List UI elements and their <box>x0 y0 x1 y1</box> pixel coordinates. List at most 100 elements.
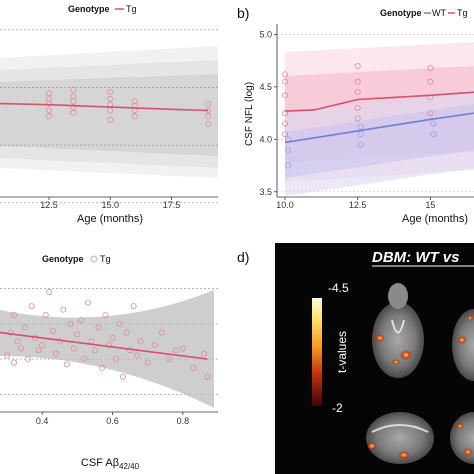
brain-activation-2a <box>457 336 467 344</box>
panel-c-point <box>144 359 151 366</box>
panel-a-point <box>45 95 52 102</box>
brain-slice-axial-2 <box>452 309 474 381</box>
panel-a-x-tick-label: 15.0 <box>101 200 119 210</box>
panel-a-points <box>45 86 212 128</box>
brain-activation-4a <box>456 423 464 429</box>
panel-c-point <box>134 352 141 359</box>
panel-a-inner-band <box>0 74 218 156</box>
panel-b-x-tick-label: 10.0 <box>276 200 294 210</box>
panel-b-line-wt <box>284 112 474 144</box>
panel-c-point <box>35 347 42 354</box>
panel-c-point <box>158 329 165 336</box>
panel-c-fit-line-tg <box>0 331 208 360</box>
panel-c-point <box>106 341 113 348</box>
panel-c-legend-label-tg: Tg <box>100 254 111 264</box>
panel-c-point <box>53 350 60 357</box>
panel-c-point <box>123 329 130 336</box>
panel-d-letter: d) <box>237 249 249 265</box>
panel-b-point-wt <box>357 131 364 138</box>
panel-b-point-tg <box>354 115 361 122</box>
panel-c-point <box>77 317 84 324</box>
panel-b-y-tick-label: 3.5 <box>259 187 272 197</box>
panel-c-point <box>84 299 91 306</box>
panel-c-point <box>137 338 144 345</box>
brain-activation-2b <box>467 315 473 321</box>
brain-slice-axial-1-bulb <box>388 283 408 309</box>
brain-slice-coronal-1 <box>366 412 434 464</box>
panel-c-x-tick-label: 0.8 <box>177 416 190 426</box>
panel-a-point <box>70 93 77 100</box>
panel-c-x-ticks: 0.4 0.6 0.8 <box>36 412 189 426</box>
panel-b-lines <box>284 91 474 144</box>
panel-a-legend-label-tg: Tg <box>126 4 137 14</box>
panel-a-point <box>45 90 52 97</box>
panel-b: b) Genotype WT Tg CSF NFL (log) 5.0 4.5 4.… <box>237 5 474 225</box>
panel-c-lines <box>0 331 208 360</box>
panel-b-y-tick-label: 5.0 <box>259 29 272 39</box>
panel-b-point-wt <box>430 120 437 127</box>
panel-c-point <box>4 352 11 359</box>
panel-b-ylabel: CSF NFL (log) <box>244 82 255 146</box>
panel-c-point <box>18 345 25 352</box>
panel-c-point <box>190 364 197 371</box>
panel-d: d) DBM: WT vs -4.5 -2 <box>237 243 474 474</box>
panel-b-letter: b) <box>237 5 249 21</box>
panel-c-point <box>130 303 137 310</box>
panel-b-x-ticks: 10.0 12.5 15 <box>276 197 435 210</box>
panel-b-point-tg <box>354 78 361 85</box>
panel-b-xlabel: Age (months) <box>402 213 468 225</box>
panel-c-point <box>109 334 116 341</box>
panel-c-x-tick-label: 0.4 <box>36 416 49 426</box>
panel-c-point <box>28 303 35 310</box>
panel-b-point-wt <box>284 146 291 153</box>
panel-a-line-tg <box>0 102 209 112</box>
panel-b-point-wt <box>357 141 364 148</box>
panel-c-point <box>14 338 21 345</box>
panel-b-legend-title: Genotype <box>380 8 422 18</box>
panel-c-point <box>116 320 123 327</box>
panel-c-point <box>39 341 46 348</box>
panel-d-colorbar-max: -4.5 <box>328 281 349 295</box>
panel-a-point <box>205 113 212 120</box>
brain-activation-1c <box>392 359 400 365</box>
panel-a-point <box>70 104 77 111</box>
panel-a-point <box>205 121 212 128</box>
panel-c-point <box>172 347 179 354</box>
panel-b-legend-label-wt: WT <box>432 8 446 18</box>
panel-c-point <box>56 338 63 345</box>
panel-d-colorbar <box>312 298 322 406</box>
panel-c-point <box>49 327 56 334</box>
panel-b-point-tg <box>281 71 288 78</box>
panel-a-point <box>70 109 77 116</box>
panel-c-point <box>200 350 207 357</box>
panel-a-legend-title: Genotype <box>68 4 110 14</box>
panel-b-y-ticks: 5.0 4.5 4.0 3.5 <box>259 29 277 197</box>
brain-slice-axial-1 <box>372 302 424 378</box>
panel-b-point-tg <box>427 78 434 85</box>
panel-b-x-tick-label: 12.5 <box>349 200 367 210</box>
panel-b-point-tg <box>354 104 361 111</box>
panel-b-point-tg <box>281 92 288 99</box>
panel-c-xlabel-main: CSF Aβ <box>81 457 119 469</box>
panel-c-point <box>74 331 81 338</box>
panel-c-legend-key-tg <box>90 255 98 263</box>
panel-d-colorbar-min: -2 <box>332 401 343 415</box>
panel-c-point <box>42 311 49 318</box>
panel-b-legend-label-tg: Tg <box>457 8 468 18</box>
panel-c-point <box>63 361 70 368</box>
brain-slice-coronal-1-structure <box>371 424 429 433</box>
brain-slice-axial-1-ventricle <box>391 319 405 334</box>
panel-c-xlabel: CSF Aβ42/40 <box>81 457 140 471</box>
panel-b-point-tg <box>354 62 361 69</box>
panel-b-point-tg <box>427 110 434 117</box>
panel-b-point-tg <box>281 120 288 127</box>
panel-a-point <box>107 116 114 123</box>
panel-b-point-tg <box>427 65 434 72</box>
panel-c-confidence-band <box>0 290 214 408</box>
panel-b-point-wt <box>284 162 291 169</box>
panel-b-x-tick-label: 15 <box>425 200 435 210</box>
panel-c-point <box>91 347 98 354</box>
brain-activation-3a <box>367 442 377 450</box>
panel-c-point <box>67 320 74 327</box>
brain-activation-4b <box>463 448 473 456</box>
